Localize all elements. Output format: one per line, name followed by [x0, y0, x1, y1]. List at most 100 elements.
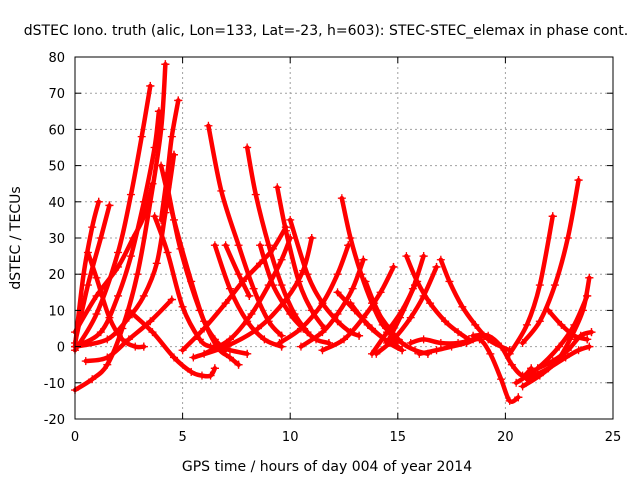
- data-point: [157, 125, 166, 134]
- series-arc-30: [318, 262, 398, 355]
- series-trace: [72, 203, 112, 346]
- series-arc-26: [296, 255, 368, 351]
- data-point: [574, 346, 583, 355]
- data-point: [225, 353, 234, 362]
- data-point: [221, 241, 230, 250]
- data-point: [419, 335, 428, 344]
- data-point: [557, 320, 566, 329]
- data-point: [163, 248, 172, 257]
- data-point: [486, 349, 495, 358]
- data-point: [275, 338, 284, 347]
- data-point: [361, 277, 370, 286]
- data-point: [114, 248, 123, 257]
- series-trace: [206, 123, 284, 338]
- y-tick-label: 70: [48, 87, 65, 102]
- data-point: [238, 277, 247, 286]
- data-point: [114, 262, 123, 271]
- end-marker: [359, 255, 368, 264]
- data-point: [124, 306, 133, 315]
- data-point: [264, 281, 273, 290]
- series-arc-14: [124, 306, 219, 380]
- series-arc-5: [71, 107, 163, 351]
- data-point: [195, 335, 204, 344]
- end-marker: [281, 223, 290, 232]
- data-point: [88, 223, 97, 232]
- data-point: [447, 342, 456, 351]
- end-marker: [286, 234, 295, 242]
- data-point: [277, 255, 286, 264]
- series-arc-36: [367, 281, 420, 358]
- data-point: [507, 360, 516, 369]
- data-point: [103, 335, 112, 344]
- series-arc-39: [415, 335, 523, 405]
- data-point: [333, 288, 342, 297]
- chart-title: dSTEC Iono. truth (alic, Lon=133, Lat=-2…: [24, 23, 628, 39]
- data-point: [458, 302, 467, 311]
- data-point: [359, 313, 368, 322]
- data-point: [561, 353, 570, 362]
- series-trace: [546, 308, 590, 342]
- end-marker: [174, 96, 183, 105]
- data-point: [234, 270, 243, 279]
- end-marker: [234, 360, 243, 369]
- data-point: [264, 241, 273, 250]
- data-point: [157, 215, 166, 224]
- data-point: [126, 190, 135, 199]
- data-point: [81, 357, 90, 366]
- end-marker: [105, 201, 114, 210]
- y-tick-label: 20: [48, 268, 65, 283]
- data-point: [92, 310, 101, 319]
- x-tick-label: 0: [71, 430, 79, 445]
- data-point: [187, 367, 196, 376]
- end-marker: [583, 335, 592, 344]
- axis-ticks: 0 5 10 15 20 25 -20 -10 0 10 20 30 40 50 60 70 80: [44, 51, 622, 445]
- end-marker: [419, 252, 428, 261]
- data-point: [131, 342, 140, 351]
- data-point: [83, 281, 92, 290]
- end-marker: [243, 349, 252, 358]
- data-point: [152, 259, 161, 268]
- end-marker: [277, 331, 286, 340]
- data-point: [189, 353, 198, 362]
- series-trace: [507, 214, 555, 357]
- series-arc-46: [533, 328, 596, 373]
- data-point: [303, 270, 312, 279]
- data-point: [376, 288, 385, 297]
- series-arc-9: [71, 150, 178, 351]
- data-point: [398, 338, 407, 347]
- series-arc-42: [518, 176, 583, 347]
- data-point: [178, 346, 187, 355]
- data-point: [419, 291, 428, 300]
- data-point: [133, 270, 142, 279]
- data-point: [340, 335, 348, 344]
- data-point: [505, 396, 514, 405]
- end-marker: [548, 212, 557, 221]
- series-arc-17: [221, 241, 254, 300]
- y-tick-label: 50: [48, 160, 65, 175]
- data-point: [550, 281, 559, 290]
- data-point: [454, 328, 463, 337]
- series-arc-29: [346, 299, 402, 351]
- data-point: [484, 331, 493, 340]
- data-point: [563, 346, 572, 355]
- data-point: [92, 273, 101, 282]
- end-marker: [307, 234, 316, 242]
- data-point: [363, 320, 372, 329]
- data-point: [576, 331, 585, 340]
- end-marker: [587, 328, 596, 337]
- data-point: [247, 310, 256, 319]
- grid-lines: [75, 57, 613, 419]
- data-point: [296, 342, 305, 351]
- end-marker: [514, 393, 523, 402]
- data-point: [406, 338, 415, 347]
- y-tick-label: 80: [48, 51, 65, 66]
- data-point: [124, 313, 133, 322]
- y-tick-label: 30: [48, 232, 65, 247]
- data-point: [372, 306, 381, 315]
- end-marker: [146, 81, 155, 90]
- data-point: [337, 194, 346, 203]
- data-point: [522, 320, 531, 329]
- y-tick-label: -10: [44, 377, 65, 392]
- series-trace: [201, 235, 293, 357]
